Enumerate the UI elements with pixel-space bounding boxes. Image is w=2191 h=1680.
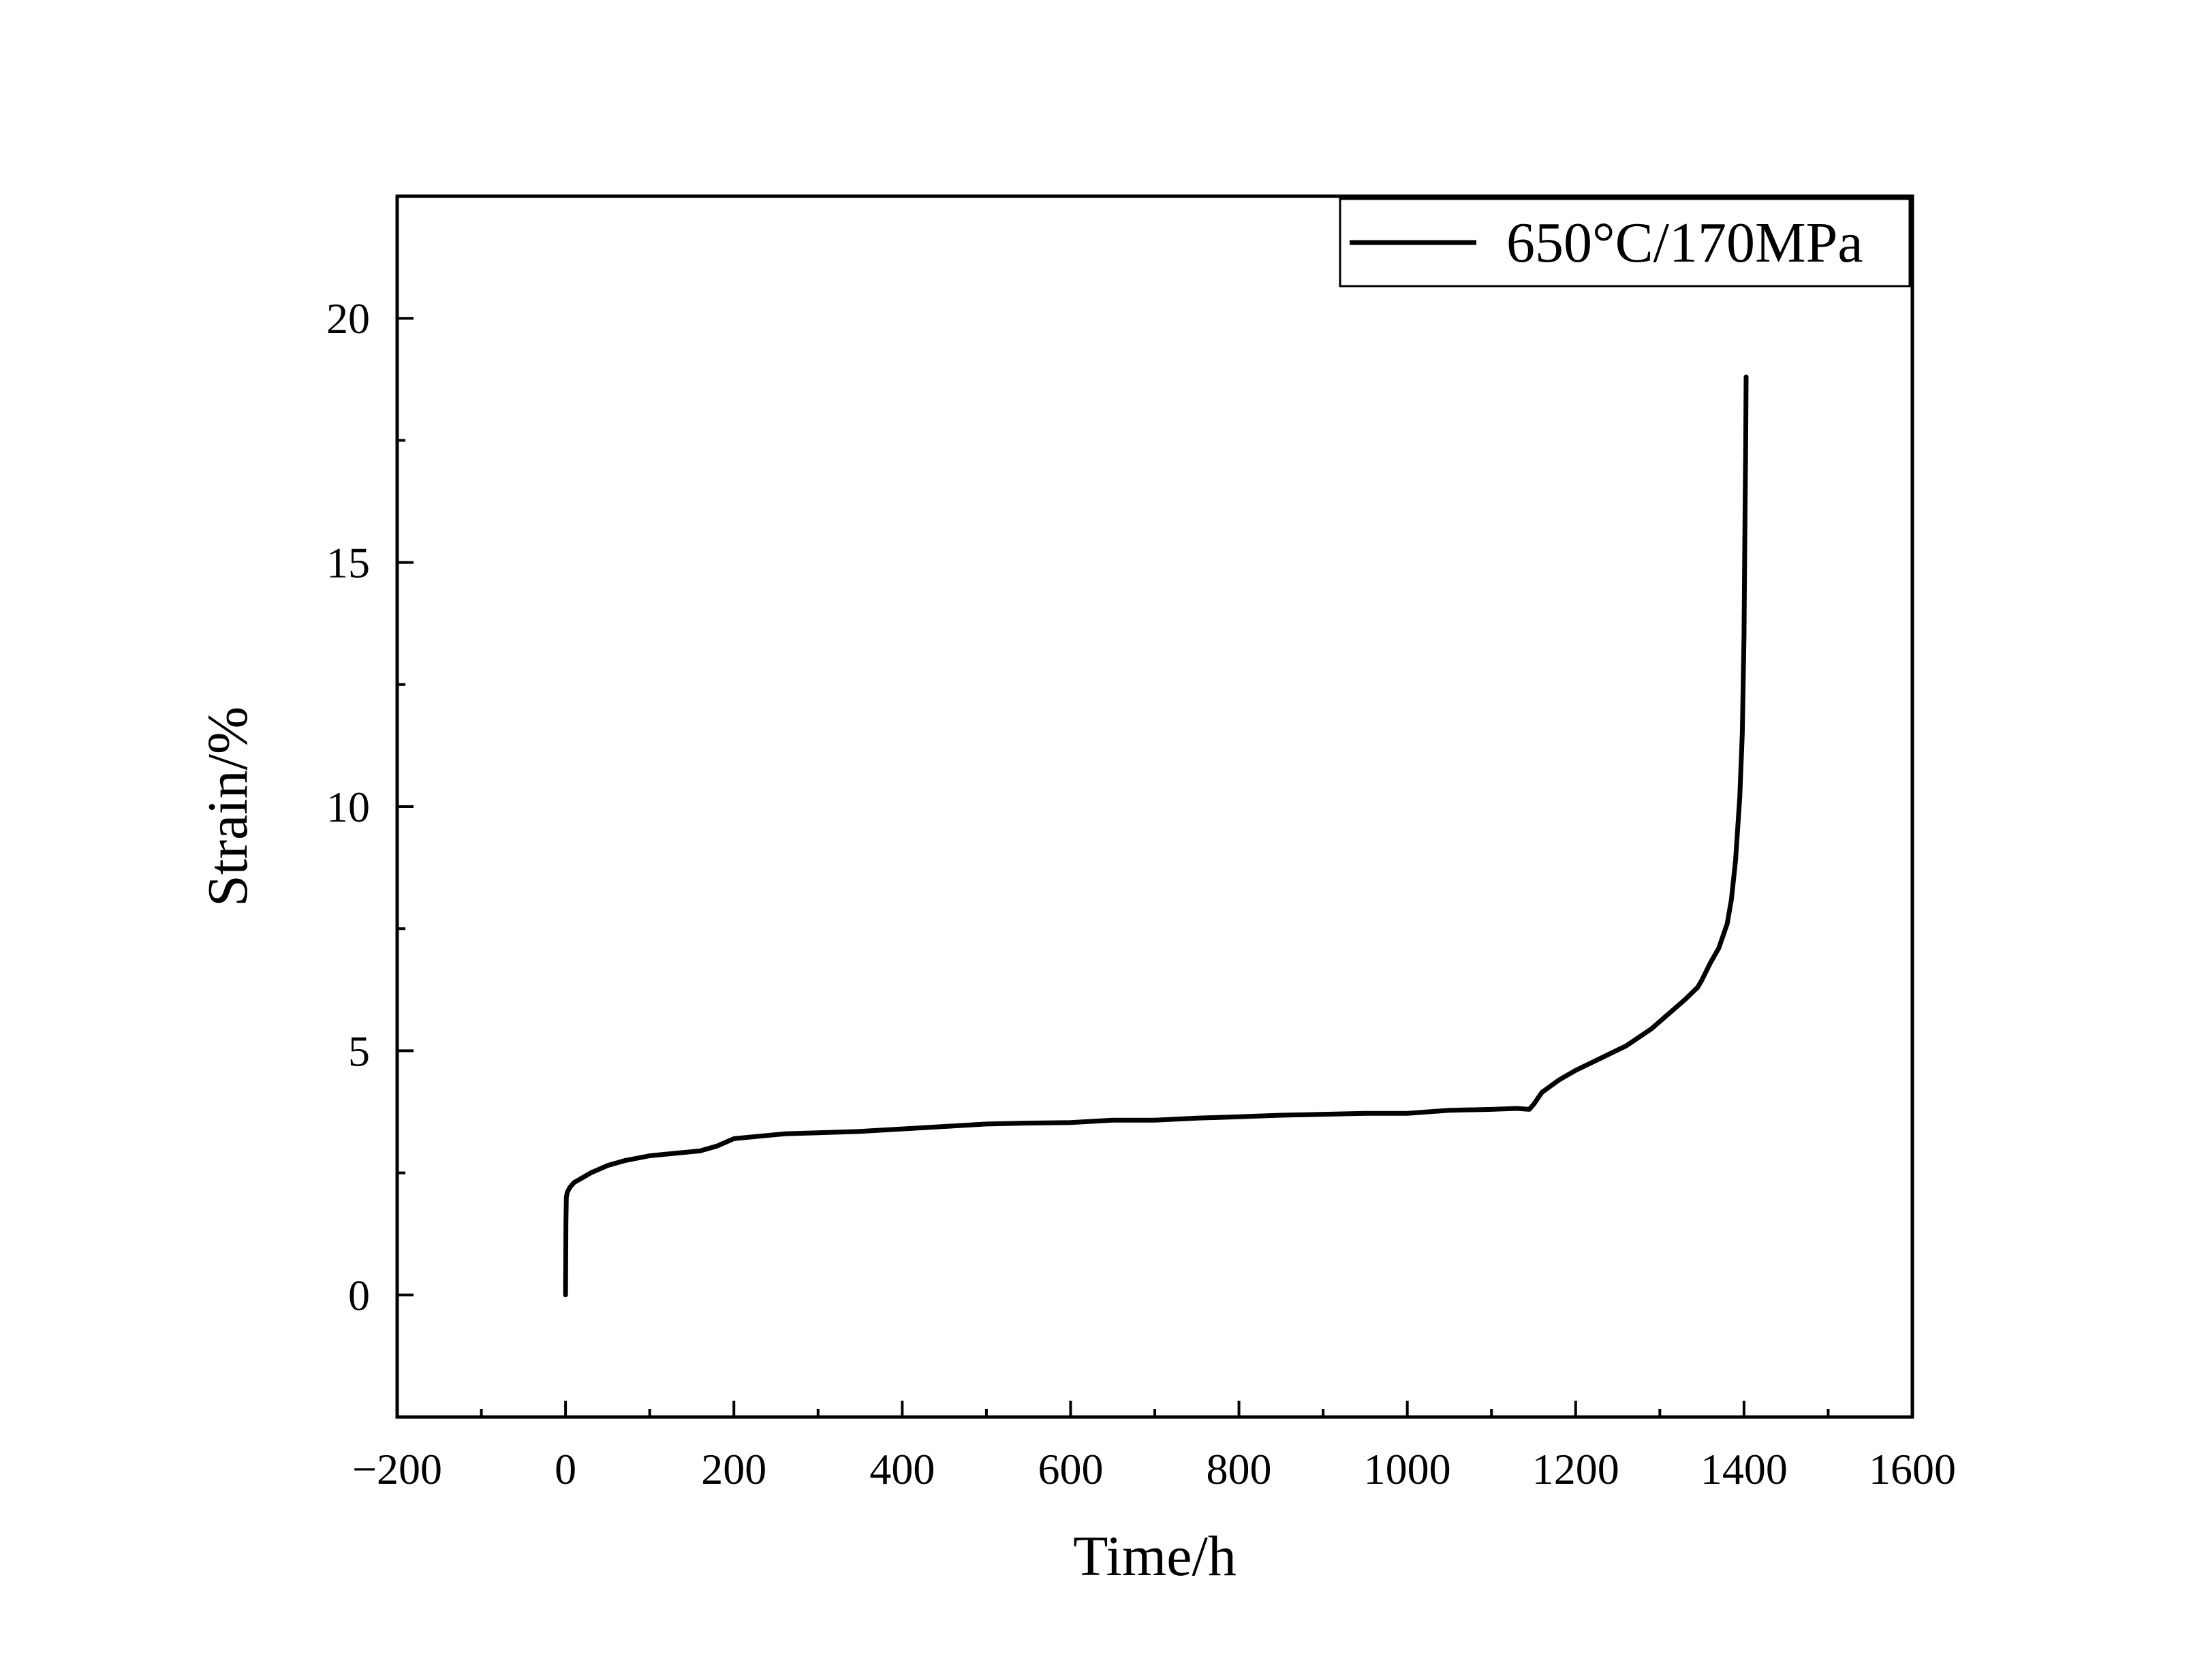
legend-label: 650°C/170MPa [1506, 211, 1863, 275]
x-tick-label: 800 [1207, 1445, 1272, 1493]
y-tick-label: 5 [348, 1027, 370, 1075]
axes-layer: −200 0 200 400 600 800 1000 1200 1400 1600 0 5 10 15 2… [196, 194, 1956, 1588]
legend: 650°C/170MPa [1339, 198, 1911, 287]
x-tick-label: 400 [869, 1445, 935, 1493]
x-tick-label: 600 [1038, 1445, 1103, 1493]
x-tick-label: 1600 [1869, 1445, 1956, 1493]
x-tick-label: 200 [701, 1445, 766, 1493]
x-tick-label: −200 [352, 1445, 442, 1493]
x-tick-label: 0 [555, 1445, 576, 1493]
series-layer [563, 374, 1749, 1298]
plot-frame [395, 194, 1914, 1419]
x-tick-label: 1400 [1700, 1445, 1788, 1493]
x-tick-label: 1200 [1532, 1445, 1619, 1493]
y-tick-label: 10 [326, 783, 370, 831]
x-tick-label: 1000 [1364, 1445, 1451, 1493]
x-axis-title: Time/h [1073, 1525, 1237, 1588]
y-axis-title: Strain/% [196, 706, 260, 907]
y-tick-label: 15 [326, 539, 370, 587]
y-tick-label: 0 [348, 1271, 370, 1320]
series-line-0 [563, 374, 1749, 1298]
y-tick-label: 20 [326, 294, 370, 343]
